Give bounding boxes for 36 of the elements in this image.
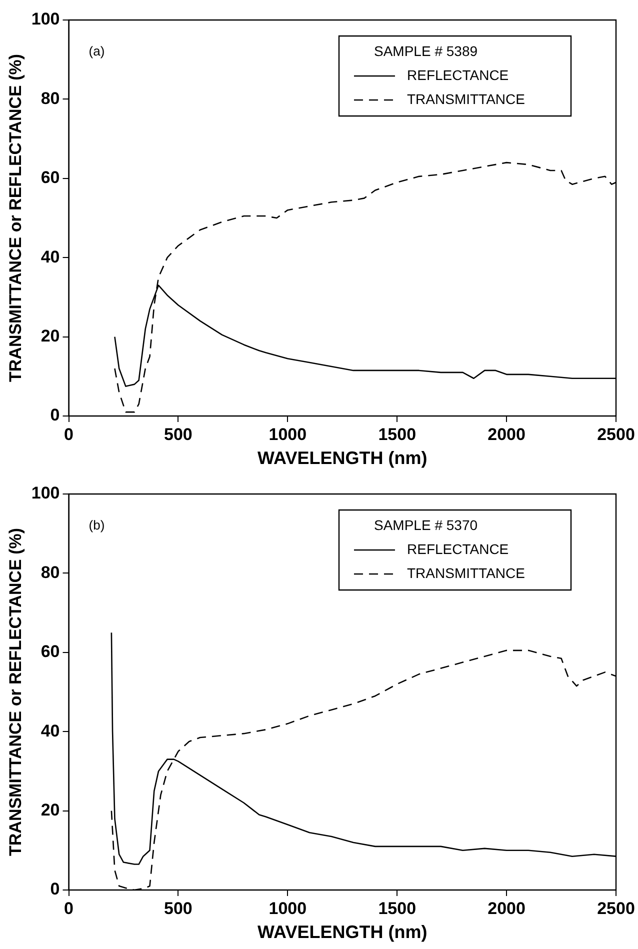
x-tick-label: 0 bbox=[64, 424, 74, 444]
legend-label: TRANSMITTANCE bbox=[407, 564, 525, 581]
legend-label: REFLECTANCE bbox=[407, 66, 509, 83]
y-tick-label: 80 bbox=[40, 88, 60, 108]
y-tick-label: 20 bbox=[40, 800, 60, 820]
x-tick-label: 2500 bbox=[597, 898, 635, 918]
y-tick-label: 20 bbox=[40, 326, 60, 346]
legend-label: TRANSMITTANCE bbox=[407, 90, 525, 107]
legend-title: SAMPLE # 5370 bbox=[374, 516, 478, 533]
legend-title: SAMPLE # 5389 bbox=[374, 42, 478, 59]
y-tick-label: 0 bbox=[50, 406, 60, 425]
y-axis-title: TRANSMITTANCE or REFLECTANCE (%) bbox=[6, 54, 25, 382]
x-tick-label: 1000 bbox=[268, 898, 307, 918]
x-tick-label: 500 bbox=[164, 898, 192, 918]
legend-label: REFLECTANCE bbox=[407, 540, 509, 557]
y-tick-label: 100 bbox=[31, 484, 60, 503]
y-tick-label: 60 bbox=[40, 168, 60, 188]
x-tick-label: 1000 bbox=[268, 424, 307, 444]
y-axis-title: TRANSMITTANCE or REFLECTANCE (%) bbox=[6, 528, 25, 856]
x-axis-title: WAVELENGTH (nm) bbox=[258, 922, 428, 942]
annotation: (b) bbox=[88, 518, 105, 533]
y-tick-label: 40 bbox=[40, 721, 60, 740]
x-tick-label: 500 bbox=[164, 424, 192, 444]
y-tick-label: 40 bbox=[40, 247, 60, 266]
annotation: (a) bbox=[88, 44, 105, 59]
x-tick-label: 1500 bbox=[378, 898, 416, 918]
y-tick-label: 0 bbox=[50, 880, 60, 899]
x-tick-label: 2500 bbox=[597, 424, 635, 444]
x-tick-label: 0 bbox=[64, 898, 74, 918]
x-axis-title: WAVELENGTH (nm) bbox=[258, 448, 428, 468]
y-tick-label: 80 bbox=[40, 562, 60, 582]
x-tick-label: 2000 bbox=[488, 898, 526, 918]
y-tick-label: 60 bbox=[40, 642, 60, 662]
y-tick-label: 100 bbox=[31, 10, 60, 29]
x-tick-label: 2000 bbox=[488, 424, 526, 444]
x-tick-label: 1500 bbox=[378, 424, 416, 444]
